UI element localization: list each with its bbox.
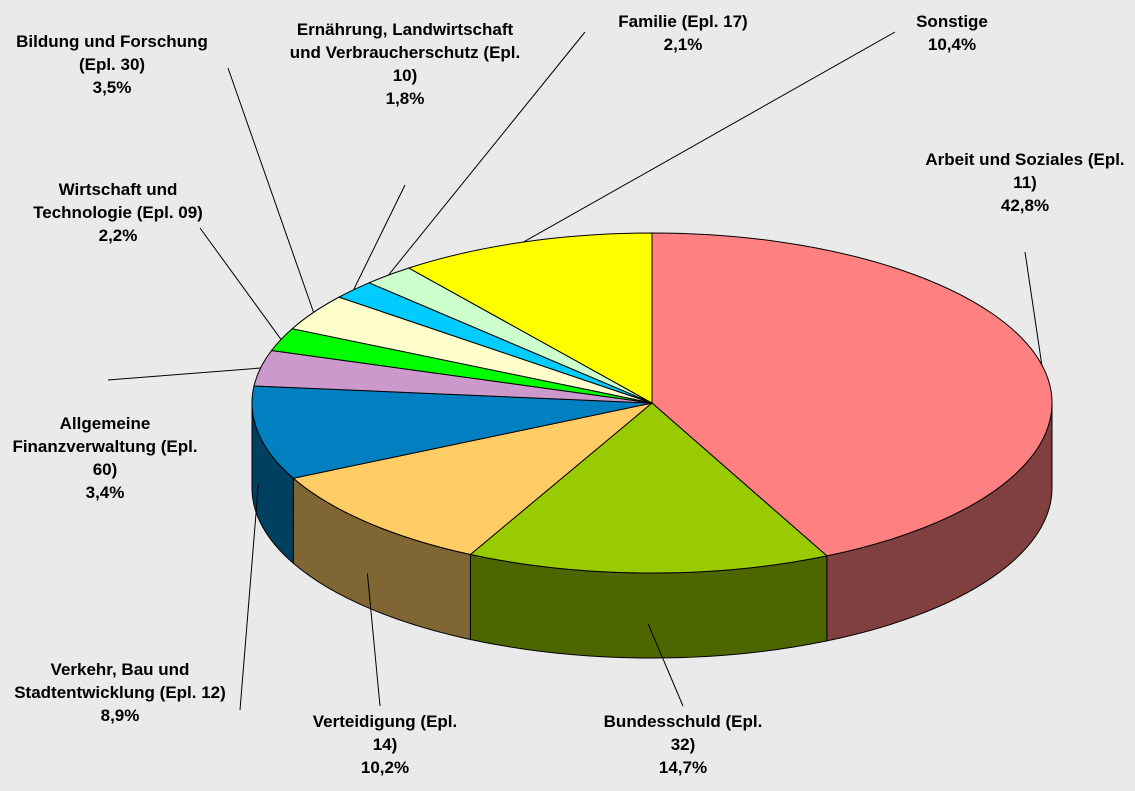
slice-label: Verkehr, Bau und Stadtentwicklung (Epl. … bbox=[5, 658, 235, 727]
category-name: Arbeit und Soziales (Epl. 11) bbox=[925, 150, 1125, 192]
slice-label: Arbeit und Soziales (Epl. 11) 42,8% bbox=[925, 148, 1125, 217]
value-label: 1,8% bbox=[385, 89, 425, 108]
category-name: Verteidigung (Epl. 14) bbox=[312, 712, 458, 754]
category-name: Sonstige bbox=[916, 12, 988, 31]
slice-label: Allgemeine Finanzverwaltung (Epl. 60) 3,4… bbox=[5, 412, 205, 504]
category-name: Allgemeine Finanzverwaltung (Epl. 60) bbox=[12, 414, 198, 479]
slice-label: Bundesschuld (Epl. 32) 14,7% bbox=[603, 710, 763, 779]
slice-label: Familie (Epl. 17) 2,1% bbox=[583, 10, 783, 56]
leader-line bbox=[647, 623, 684, 707]
leader-line bbox=[1024, 251, 1043, 365]
leader-line bbox=[227, 67, 315, 313]
category-name: Bundesschuld (Epl. 32) bbox=[603, 712, 763, 754]
value-label: 3,4% bbox=[85, 483, 125, 502]
slice-label: Ernährung, Landwirtschaft und Verbrauche… bbox=[285, 18, 525, 110]
slice bbox=[251, 385, 653, 479]
category-name: Familie (Epl. 17) bbox=[618, 12, 748, 31]
leader-line bbox=[523, 31, 896, 243]
leader-line bbox=[239, 484, 259, 711]
value-label: 14,7% bbox=[658, 758, 708, 777]
leader-line bbox=[366, 573, 381, 707]
slice-label: Wirtschaft und Technologie (Epl. 09) 2,2% bbox=[33, 178, 203, 247]
value-label: 10,2% bbox=[360, 758, 410, 777]
leader-line bbox=[107, 367, 261, 381]
slice bbox=[407, 232, 653, 404]
slice bbox=[469, 402, 828, 574]
slice-label: Sonstige 10,4% bbox=[877, 10, 1027, 56]
leader-line bbox=[199, 227, 282, 340]
value-label: 10,4% bbox=[927, 35, 977, 54]
value-label: 3,5% bbox=[92, 78, 132, 97]
category-name: Bildung und Forschung (Epl. 30) bbox=[16, 32, 208, 74]
category-name: Verkehr, Bau und Stadtentwicklung (Epl. … bbox=[14, 660, 226, 702]
slice-label: Bildung und Forschung (Epl. 30) 3,5% bbox=[0, 30, 227, 99]
value-label: 2,2% bbox=[98, 226, 138, 245]
value-label: 8,9% bbox=[100, 706, 140, 725]
leader-line bbox=[353, 184, 406, 290]
category-name: Wirtschaft und Technologie (Epl. 09) bbox=[33, 180, 203, 222]
leader-line bbox=[388, 31, 586, 276]
slice bbox=[292, 402, 653, 556]
category-name: Ernährung, Landwirtschaft und Verbrauche… bbox=[289, 20, 521, 85]
value-label: 42,8% bbox=[1000, 196, 1050, 215]
slice-label: Verteidigung (Epl. 14) 10,2% bbox=[305, 710, 465, 779]
value-label: 2,1% bbox=[663, 35, 703, 54]
